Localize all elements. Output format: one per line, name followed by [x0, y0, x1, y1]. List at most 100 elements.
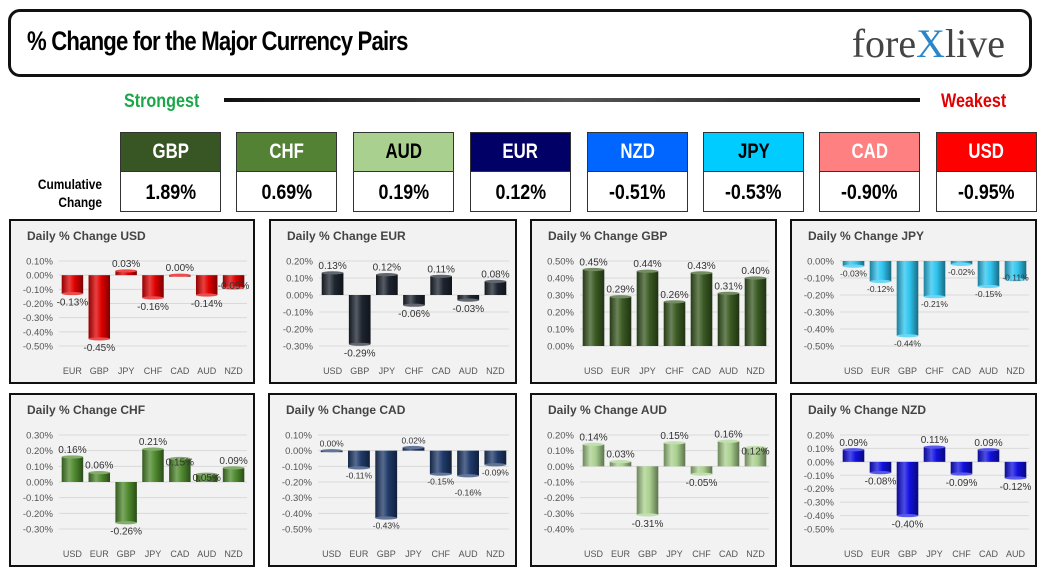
bar-cap [142, 296, 164, 300]
x-tick-label: JPY [926, 549, 943, 559]
y-tick-label: 0.10% [807, 444, 834, 455]
data-label: -0.09% [218, 281, 250, 292]
chart-title: Daily % Change NZD [808, 403, 927, 417]
bar-cap [869, 279, 892, 283]
y-tick-label: -0.30% [283, 342, 314, 353]
data-label: -0.06% [398, 309, 430, 320]
y-tick-label: 0.00% [547, 462, 574, 473]
y-tick-label: 0.30% [26, 431, 53, 442]
bar-cap [376, 273, 398, 277]
data-label: 0.12% [741, 447, 769, 458]
bar-cap [663, 441, 686, 445]
cumulative-value: -0.53% [725, 181, 782, 204]
bar [321, 272, 344, 295]
currency-box-gbp: GBP 1.89% [120, 132, 221, 212]
data-label: -0.05% [686, 478, 718, 489]
bar-cap [375, 516, 398, 520]
bar [582, 269, 605, 346]
bar-cap [430, 274, 452, 278]
currency-name: USD [937, 133, 1036, 172]
data-label: -0.13% [57, 298, 89, 309]
bar [636, 466, 659, 515]
x-tick-label: NZD [224, 366, 243, 376]
y-tick-label: -0.40% [804, 511, 835, 522]
x-tick-label: NZD [1006, 366, 1025, 376]
data-label: -0.21% [921, 299, 948, 309]
cumulative-value: -0.95% [958, 181, 1015, 204]
data-label: 0.02% [401, 436, 426, 446]
currency-name: NZD [588, 133, 687, 172]
y-tick-label: 0.10% [286, 274, 313, 285]
chart-cad: Daily % Change CAD 0.10% 0.00% -0.10% -0.20%… [268, 393, 517, 567]
bar [115, 482, 137, 523]
chart-aud: Daily % Change AUD 0.20% 0.10% 0.00% -0.10% -… [530, 393, 777, 567]
data-label: -0.44% [894, 338, 921, 348]
x-tick-label: CHF [925, 366, 944, 376]
data-label: 0.26% [660, 290, 688, 301]
data-label: 0.00% [320, 439, 345, 449]
chart-title: Daily % Change GBP [548, 229, 668, 243]
y-tick-label: -0.30% [282, 493, 313, 504]
currency-box-cad: CAD -0.90% [819, 132, 920, 212]
data-label: 0.16% [714, 429, 742, 440]
bar-cap [61, 455, 84, 459]
data-label: 0.09% [974, 438, 1002, 449]
bar [429, 450, 452, 475]
bar [896, 461, 919, 516]
x-tick-label: USD [63, 549, 83, 559]
bar [950, 461, 973, 474]
x-tick-label: CAD [170, 366, 190, 376]
x-tick-label: EUR [90, 549, 110, 559]
data-label: 0.11% [921, 435, 949, 446]
data-label: 0.05% [193, 473, 221, 484]
cumulative-value: -0.90% [841, 181, 898, 204]
x-tick-label: CAD [719, 549, 739, 559]
bar-cap [896, 513, 919, 518]
cumulative-label-line1: Cumulative [37, 176, 102, 192]
cumulative-label-line2: Change [58, 194, 102, 210]
currency-box-jpy: JPY -0.53% [703, 132, 804, 212]
bar-cap [222, 286, 245, 290]
data-label: 0.06% [85, 461, 113, 472]
y-tick-label: 0.00% [807, 257, 834, 268]
bar-cap [222, 466, 245, 470]
bar-cap [663, 300, 686, 304]
bar [923, 261, 946, 297]
y-tick-label: -0.20% [544, 493, 575, 504]
bar-cap [609, 460, 632, 464]
y-tick-label: 0.10% [26, 462, 53, 473]
data-label: 0.03% [606, 450, 634, 461]
data-label: -0.08% [865, 477, 897, 488]
x-tick-label: CHF [144, 366, 163, 376]
data-label: -0.16% [455, 488, 482, 498]
data-label: -0.40% [892, 520, 924, 531]
y-tick-label: -0.10% [804, 274, 835, 285]
x-tick-label: NZD [746, 549, 765, 559]
x-tick-label: CAD [692, 366, 712, 376]
header-box: % Change for the Major Currency Pairs fo… [8, 9, 1032, 77]
bar [348, 295, 371, 345]
data-label: -0.03% [452, 304, 484, 315]
bar-cap [1004, 476, 1027, 480]
bar [222, 275, 245, 288]
y-tick-label: -0.10% [23, 493, 54, 504]
bar-cap [348, 342, 371, 346]
currency-box-eur: EUR 0.12% [470, 132, 571, 212]
bar [222, 467, 245, 482]
bar-cap [717, 439, 740, 443]
chart-eur: Daily % Change EUR 0.20% 0.10% 0.00% -0.10% -… [269, 219, 517, 384]
forexlive-logo: foreXlive [851, 21, 1005, 66]
bar-cap [923, 445, 946, 449]
data-label: 0.03% [112, 259, 140, 270]
bar [1004, 261, 1027, 280]
bar [88, 472, 111, 482]
bar-cap [842, 448, 865, 452]
data-label: 0.00% [166, 263, 194, 274]
x-tick-label: USD [584, 366, 604, 376]
currency-name: JPY [704, 133, 803, 172]
x-tick-label: AUD [719, 366, 739, 376]
x-tick-label: CHF [952, 549, 971, 559]
y-tick-label: -0.50% [804, 525, 835, 536]
data-label: 0.14% [579, 432, 607, 443]
bar [744, 447, 767, 467]
